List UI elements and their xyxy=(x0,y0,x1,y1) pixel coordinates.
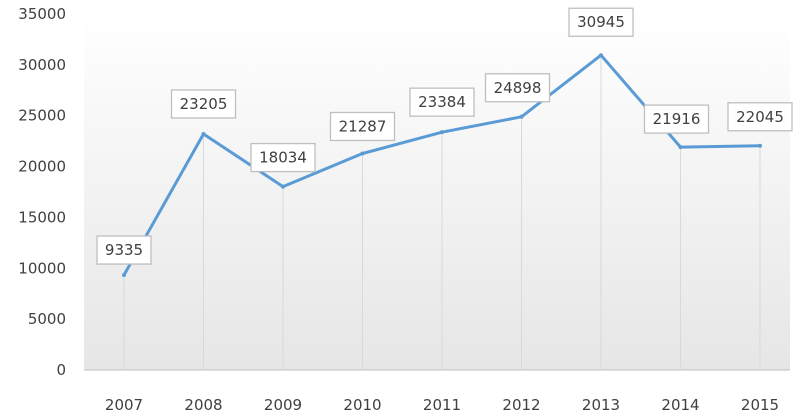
data-point xyxy=(201,131,206,136)
y-tick-label: 25000 xyxy=(18,107,66,125)
y-tick-label: 30000 xyxy=(18,56,66,74)
data-point xyxy=(519,114,524,119)
x-tick-label: 2007 xyxy=(105,396,143,414)
data-label: 18034 xyxy=(259,149,307,167)
data-point xyxy=(678,145,683,150)
data-labels: 9335 23205 18034 21287 23384 24898 30945 21916 2… xyxy=(96,7,793,265)
data-label-box xyxy=(568,7,634,37)
y-tick-label: 5000 xyxy=(28,310,66,328)
x-tick-label: 2010 xyxy=(343,396,381,414)
data-label-box xyxy=(643,104,710,134)
y-axis: 0 5000 10000 15000 20000 25000 30000 35000 xyxy=(18,5,66,379)
data-label: 30945 xyxy=(577,13,625,31)
data-label: 22045 xyxy=(736,108,784,126)
data-label: 21916 xyxy=(653,110,701,128)
data-label: 23384 xyxy=(418,93,466,111)
drop-lines xyxy=(123,55,761,370)
data-point xyxy=(122,273,126,278)
data-label: 23205 xyxy=(180,95,228,113)
x-axis: 2007 2008 2009 2010 2011 2012 2013 2014 2015 xyxy=(84,369,790,414)
y-tick-label: 35000 xyxy=(18,5,66,23)
x-tick-label: 2014 xyxy=(661,396,699,414)
data-label-box xyxy=(484,73,551,103)
data-label-box xyxy=(329,111,396,142)
data-label-box xyxy=(409,87,475,117)
data-point xyxy=(360,151,365,156)
x-tick-label: 2009 xyxy=(264,396,302,414)
x-tick-label: 2008 xyxy=(184,396,222,414)
x-tick-label: 2015 xyxy=(741,396,779,414)
data-label-box xyxy=(170,89,237,119)
plot-area-background xyxy=(84,14,790,370)
y-tick-label: 0 xyxy=(56,361,66,379)
data-point xyxy=(758,143,762,148)
x-tick-label: 2011 xyxy=(423,396,461,414)
data-label: 21287 xyxy=(339,117,387,135)
data-label-box xyxy=(250,142,316,173)
data-label-box xyxy=(96,235,152,265)
data-point xyxy=(599,53,603,58)
data-label-box xyxy=(727,102,793,132)
data-point xyxy=(440,130,444,135)
x-tick-label: 2013 xyxy=(582,396,620,414)
y-tick-label: 15000 xyxy=(18,208,66,226)
y-tick-label: 10000 xyxy=(18,259,66,277)
data-point xyxy=(281,184,285,189)
y-tick-label: 20000 xyxy=(18,158,66,176)
x-tick-label: 2012 xyxy=(502,396,540,414)
data-label: 24898 xyxy=(494,79,542,97)
data-label: 9335 xyxy=(105,241,143,259)
